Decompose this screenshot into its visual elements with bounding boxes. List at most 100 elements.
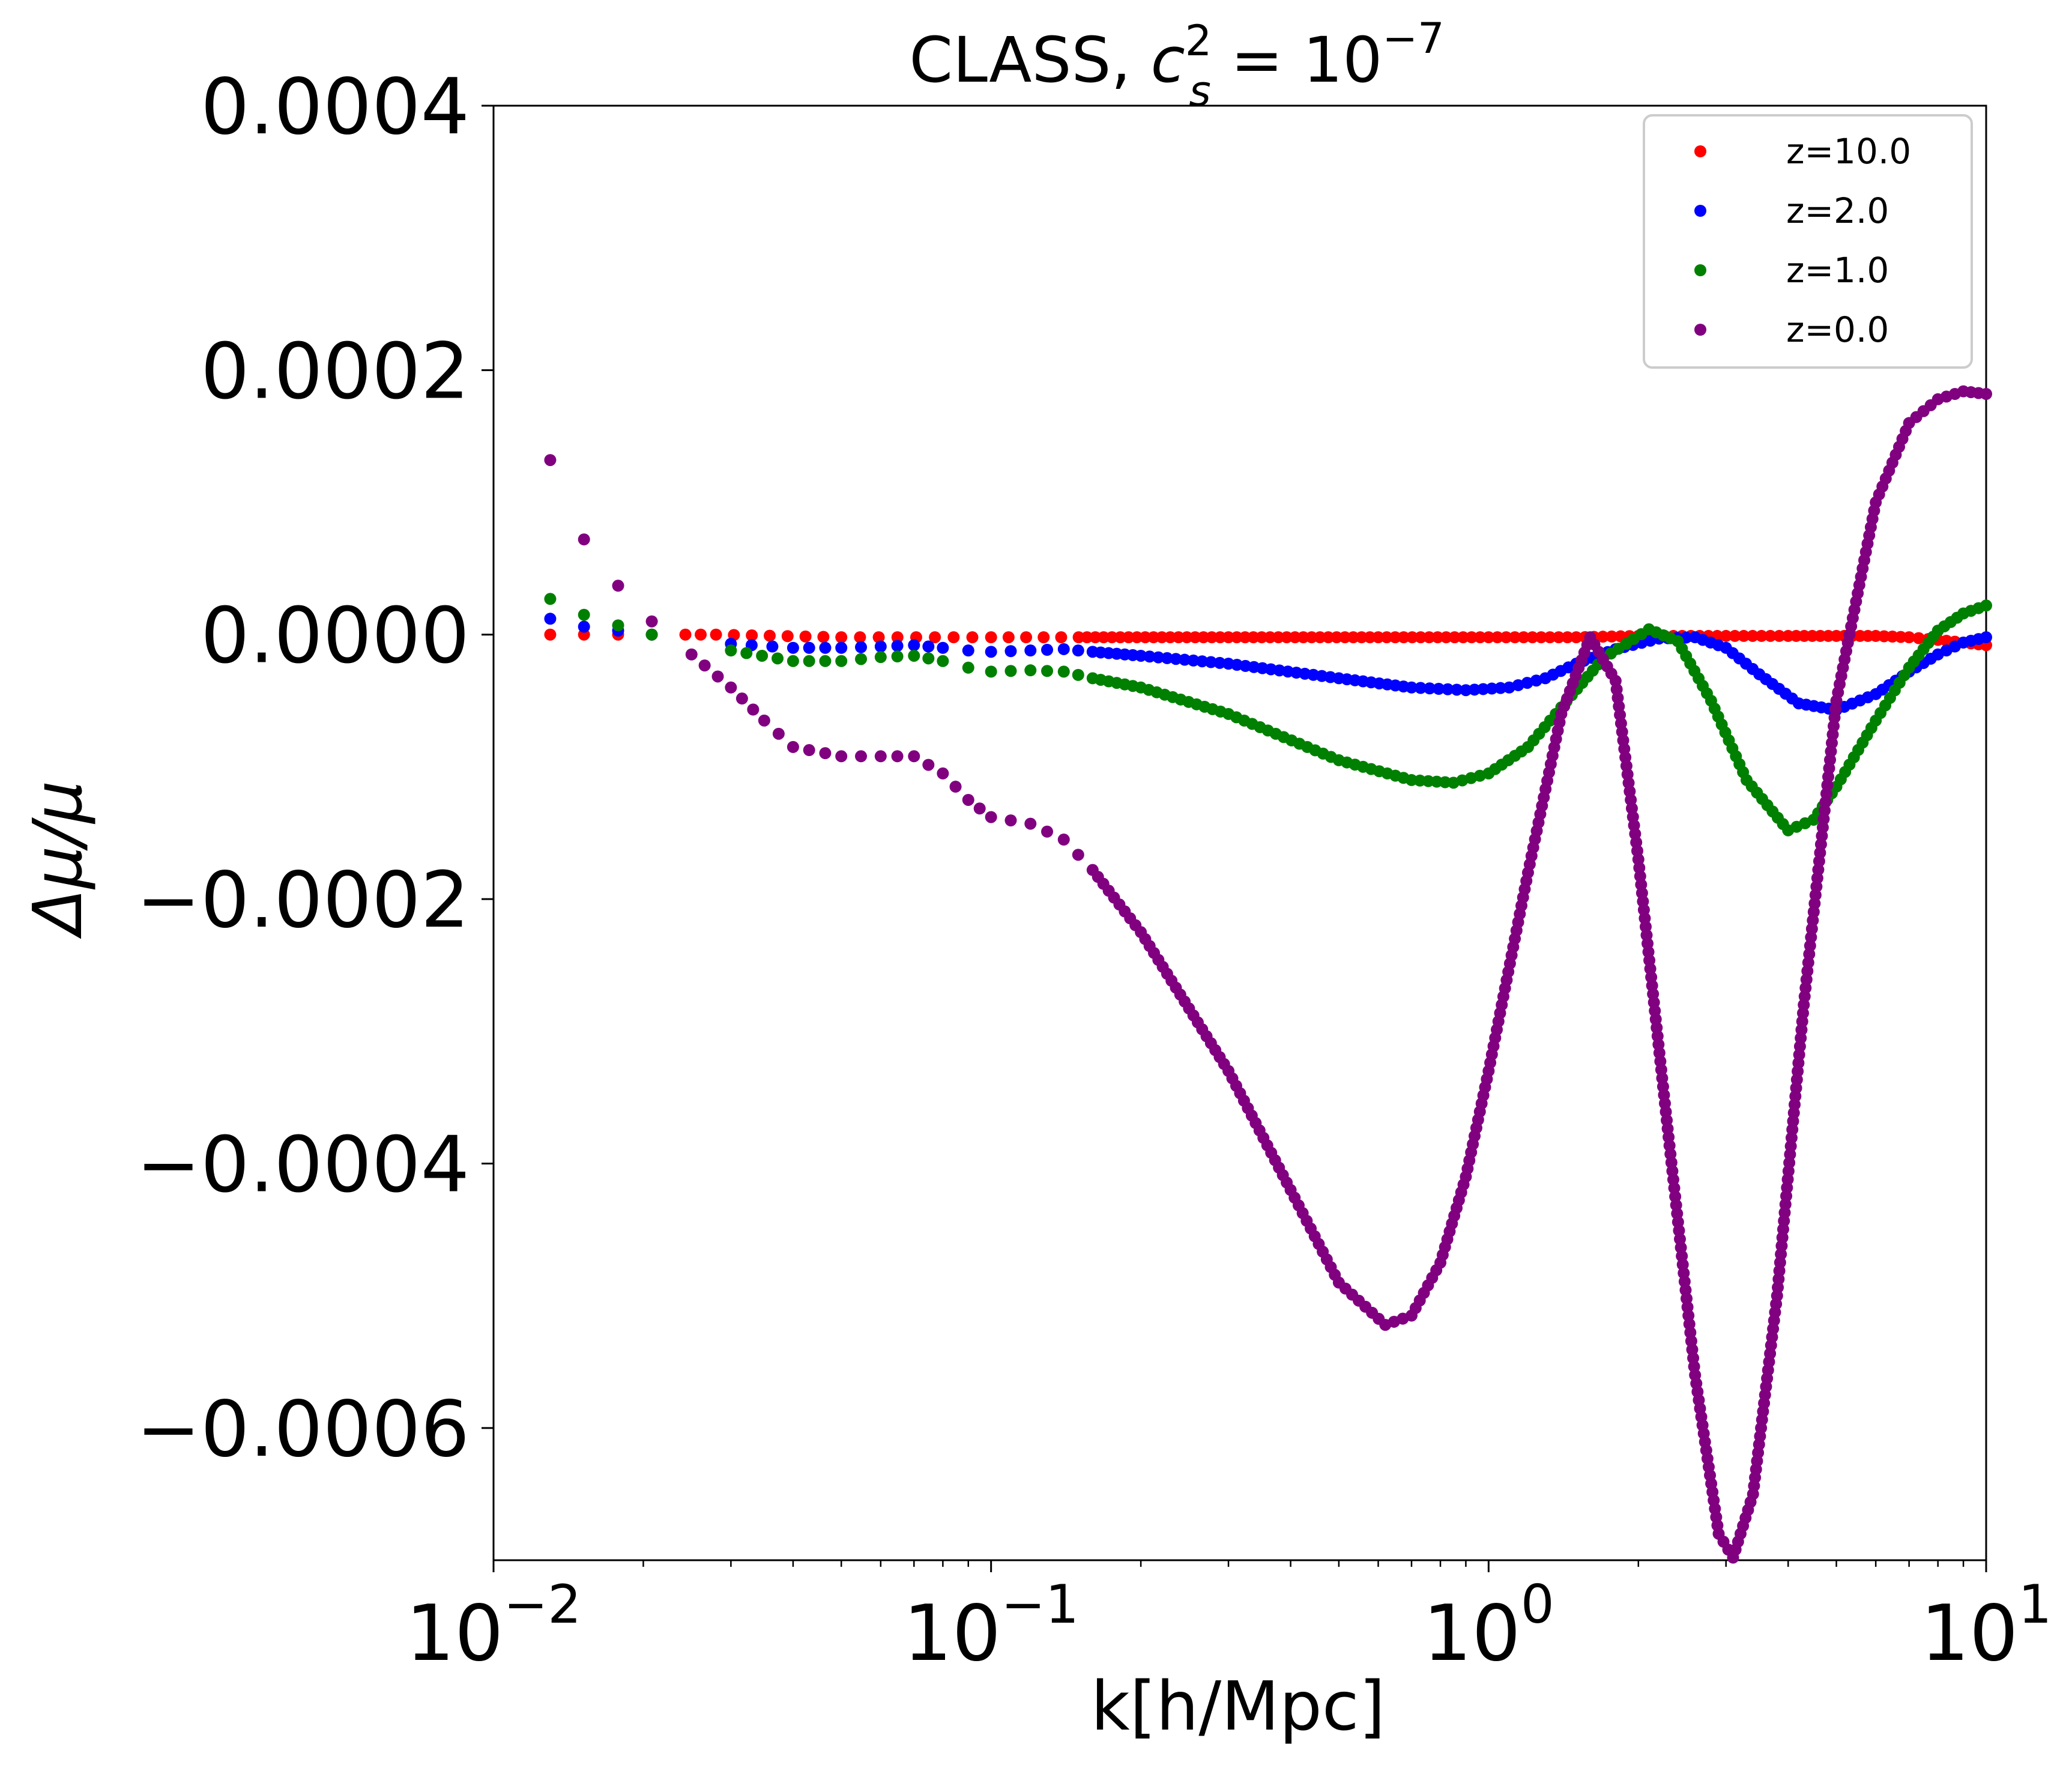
data-point xyxy=(1605,630,1618,643)
data-point xyxy=(1057,643,1070,655)
data-point xyxy=(1448,631,1461,644)
data-point xyxy=(772,727,785,740)
data-point xyxy=(1004,665,1017,677)
data-point xyxy=(1139,631,1152,644)
data-point xyxy=(1106,631,1119,644)
data-point xyxy=(1172,631,1185,644)
y-tick-label: 0.0002 xyxy=(201,327,470,416)
data-point xyxy=(1544,631,1556,644)
data-point xyxy=(1457,631,1469,644)
legend-item-z1: z=1.0 xyxy=(1694,250,1889,291)
data-point xyxy=(1474,631,1487,644)
legend-item-z2: z=2.0 xyxy=(1694,190,1889,231)
data-point xyxy=(1980,387,1992,400)
legend-marker-z2 xyxy=(1694,205,1706,217)
data-point xyxy=(544,628,557,641)
data-point xyxy=(544,454,557,467)
data-point xyxy=(817,631,830,643)
data-point xyxy=(1004,814,1017,827)
legend-item-z10: z=10.0 xyxy=(1694,131,1911,172)
plot-frame xyxy=(492,104,1987,1561)
data-point xyxy=(803,641,815,654)
data-point xyxy=(1206,631,1218,644)
chart-title: CLASS, c2 s = 10−7 xyxy=(909,14,1444,116)
y-tick-label: 0.0004 xyxy=(201,62,470,152)
data-point xyxy=(1364,631,1376,644)
data-point xyxy=(985,646,997,658)
data-point xyxy=(985,665,997,678)
data-point xyxy=(1213,656,1226,669)
data-point xyxy=(803,744,815,757)
data-point xyxy=(1729,629,1741,642)
series-z-0-0 xyxy=(544,385,1992,1564)
data-point xyxy=(1057,665,1070,678)
data-point xyxy=(1288,631,1301,644)
y-axis-label: Δμ/μ xyxy=(19,781,97,940)
data-point xyxy=(799,630,812,643)
x-tick-label: 10−2 xyxy=(406,1573,582,1679)
legend-label-z1: z=1.0 xyxy=(1786,250,1889,291)
data-point xyxy=(835,750,848,763)
data-point xyxy=(1482,631,1495,644)
data-point xyxy=(1512,679,1524,691)
x-tick-label: 101 xyxy=(1921,1573,2052,1679)
data-point xyxy=(1170,653,1182,665)
data-point xyxy=(937,767,949,780)
data-point xyxy=(1122,631,1135,644)
data-point xyxy=(985,811,997,823)
data-point xyxy=(1521,677,1533,689)
y-tick-label: −0.0006 xyxy=(136,1385,470,1474)
data-point xyxy=(710,628,722,641)
data-point xyxy=(787,740,799,753)
data-point xyxy=(725,681,737,694)
data-point xyxy=(922,652,935,665)
data-point xyxy=(855,750,868,763)
data-point xyxy=(874,651,887,664)
data-point xyxy=(1460,684,1472,697)
data-point xyxy=(874,750,887,763)
data-point xyxy=(962,661,974,674)
data-point xyxy=(1491,631,1503,644)
data-point xyxy=(908,750,920,763)
data-point xyxy=(1738,629,1750,642)
data-point xyxy=(854,631,866,644)
data-point xyxy=(1180,631,1193,644)
legend-label-z2: z=2.0 xyxy=(1786,190,1889,231)
data-point xyxy=(1347,631,1359,644)
data-point xyxy=(1072,849,1084,861)
data-point xyxy=(819,641,832,654)
data-point xyxy=(772,652,784,665)
data-point xyxy=(1720,629,1732,642)
data-point xyxy=(1755,629,1768,642)
data-point xyxy=(763,629,776,642)
data-point xyxy=(1980,631,1992,644)
legend-marker-z1 xyxy=(1694,264,1706,276)
data-point xyxy=(1214,631,1227,644)
data-point xyxy=(937,641,949,654)
data-point xyxy=(1415,631,1427,644)
data-point xyxy=(1509,631,1521,644)
data-point xyxy=(578,533,590,546)
data-point xyxy=(1764,629,1777,642)
data-point xyxy=(973,802,986,815)
data-point xyxy=(1773,629,1786,642)
data-point xyxy=(1314,631,1326,644)
data-point xyxy=(891,631,904,644)
data-point xyxy=(1553,631,1565,644)
data-point xyxy=(1098,631,1110,644)
data-point xyxy=(1057,834,1070,846)
data-point xyxy=(1196,655,1209,668)
data-point xyxy=(1305,631,1318,644)
data-point xyxy=(1038,631,1050,644)
data-point xyxy=(1161,652,1173,664)
data-point xyxy=(1004,645,1017,658)
data-point xyxy=(1272,631,1285,644)
data-point xyxy=(740,647,753,659)
data-point xyxy=(612,619,624,632)
series-z-2-0 xyxy=(544,613,1992,716)
data-point xyxy=(544,593,557,605)
data-point xyxy=(1355,631,1368,644)
data-point xyxy=(578,620,590,633)
data-point xyxy=(1135,649,1147,662)
